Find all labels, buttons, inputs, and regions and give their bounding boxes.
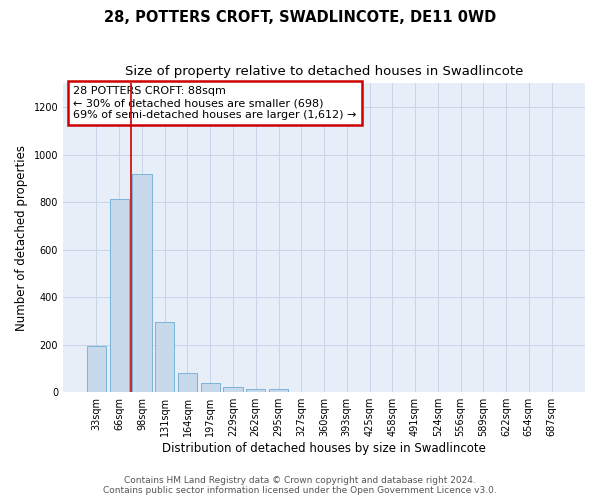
- X-axis label: Distribution of detached houses by size in Swadlincote: Distribution of detached houses by size …: [162, 442, 486, 455]
- Bar: [132, 174, 152, 392]
- Bar: [223, 387, 242, 392]
- Bar: [87, 346, 106, 392]
- Bar: [200, 383, 220, 392]
- Bar: [155, 322, 175, 392]
- Text: Contains HM Land Registry data © Crown copyright and database right 2024.
Contai: Contains HM Land Registry data © Crown c…: [103, 476, 497, 495]
- Bar: [178, 372, 197, 392]
- Bar: [269, 390, 288, 392]
- Y-axis label: Number of detached properties: Number of detached properties: [15, 145, 28, 331]
- Text: 28, POTTERS CROFT, SWADLINCOTE, DE11 0WD: 28, POTTERS CROFT, SWADLINCOTE, DE11 0WD: [104, 10, 496, 25]
- Text: 28 POTTERS CROFT: 88sqm
← 30% of detached houses are smaller (698)
69% of semi-d: 28 POTTERS CROFT: 88sqm ← 30% of detache…: [73, 86, 357, 120]
- Bar: [110, 198, 129, 392]
- Title: Size of property relative to detached houses in Swadlincote: Size of property relative to detached ho…: [125, 65, 523, 78]
- Bar: [246, 388, 265, 392]
